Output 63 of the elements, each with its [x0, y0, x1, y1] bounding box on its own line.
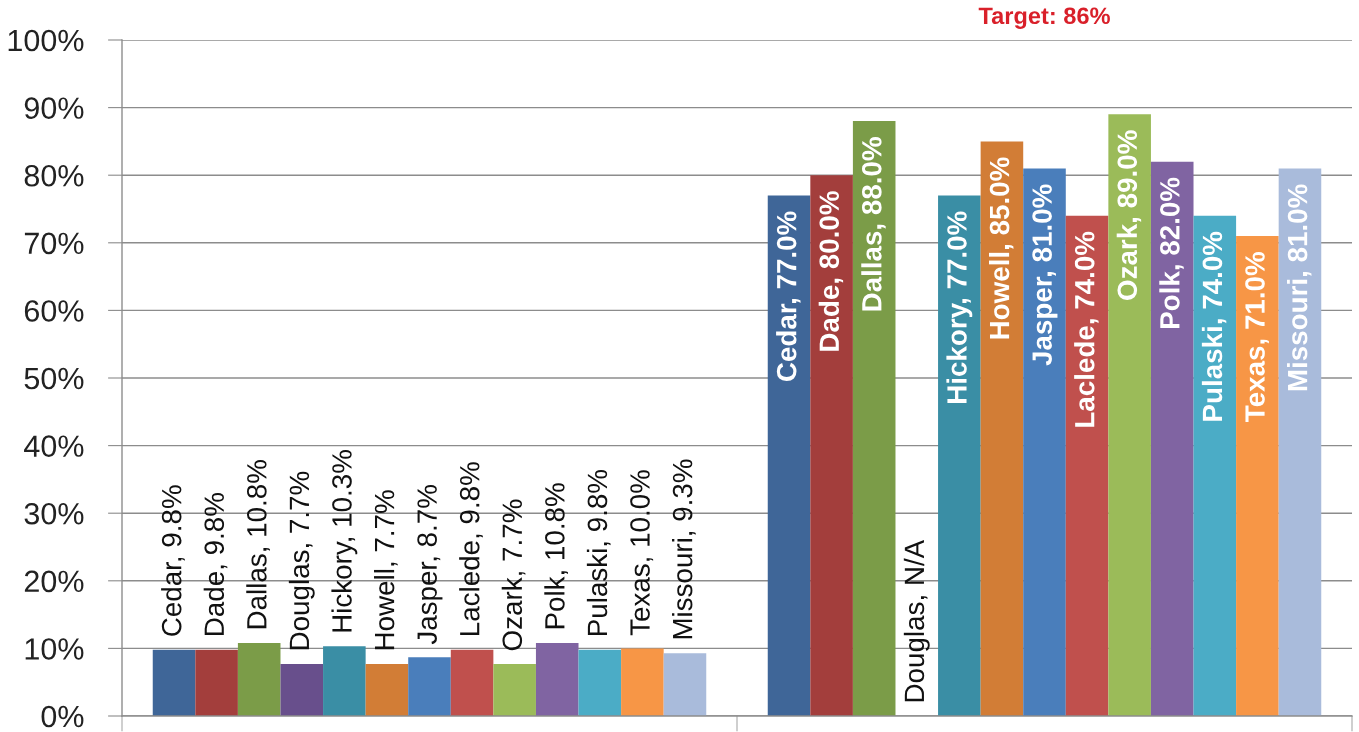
y-tick-label: 60%	[24, 300, 84, 322]
bar	[535, 642, 579, 716]
data-label: Ozark, 89.0%	[1116, 130, 1142, 300]
y-tick-label: 100%	[8, 29, 84, 52]
bar	[1065, 215, 1109, 716]
data-label: Douglas, 7.7%	[288, 471, 315, 650]
bar	[621, 648, 664, 716]
y-tick-label: 20%	[24, 570, 84, 593]
data-label: Cedar, 9.8%	[161, 485, 185, 636]
bar	[493, 663, 536, 716]
data-label: Polk, 10.8%	[544, 483, 568, 629]
data-label: Missouri, 81.0%	[1287, 184, 1312, 391]
text: Target: 86%	[978, 7, 1110, 29]
data-label: Texas, 10.0%	[630, 470, 654, 636]
bar	[237, 642, 281, 716]
y-tick-label: 10%	[25, 638, 84, 660]
bar	[1150, 161, 1194, 716]
bar	[365, 663, 409, 716]
y-tick-label: 90%	[24, 97, 84, 119]
data-label: Dallas, 10.8%	[246, 460, 270, 629]
data-label: Jasper, 8.7%	[417, 485, 443, 645]
data-label: Laclede, 74.0%	[1074, 231, 1099, 427]
bar	[1023, 168, 1066, 716]
text: Douglas, N/A	[903, 539, 930, 702]
bar	[663, 653, 707, 716]
data-label: Jasper, 81.0%	[1032, 184, 1058, 366]
data-label: Texas, 71.0%	[1245, 252, 1269, 422]
bar	[1236, 236, 1279, 716]
bar	[810, 175, 853, 716]
data-label: Hickory, 77.0%	[946, 211, 973, 403]
bar	[852, 121, 896, 716]
bar	[767, 195, 811, 716]
y-tick-label: 40%	[24, 435, 84, 457]
bar	[1278, 168, 1322, 716]
bar	[152, 649, 196, 716]
y-tick-label: 0%	[41, 705, 84, 728]
y-tick-label: 50%	[24, 367, 84, 390]
data-label: Pulaski, 9.8%	[586, 469, 611, 635]
data-label: Ozark, 7.7%	[501, 499, 526, 651]
data-label: Pulaski, 74.0%	[1201, 231, 1227, 421]
bar	[195, 649, 238, 716]
y-tick-label: 80%	[24, 164, 84, 187]
data-label: Missouri, 9.3%	[672, 459, 696, 639]
bar	[1108, 114, 1151, 716]
bar	[450, 649, 494, 716]
data-label: Cedar, 77.0%	[776, 211, 801, 382]
bar	[938, 195, 981, 716]
y-tick-label: 70%	[24, 232, 84, 255]
data-label: Dallas, 88.0%	[861, 137, 886, 311]
data-label: Howell, 85.0%	[988, 157, 1014, 339]
data-label: Polk, 82.0%	[1159, 177, 1184, 328]
data-label: Hickory, 10.3%	[331, 450, 358, 632]
data-label: Howell, 7.7%	[373, 490, 398, 650]
data-label: Dade, 80.0%	[818, 191, 844, 351]
bar	[1193, 215, 1237, 716]
bar	[323, 646, 366, 716]
data-label: Laclede, 9.8%	[459, 462, 483, 635]
data-label: Dade, 9.8%	[203, 493, 228, 635]
bar	[578, 649, 622, 716]
bar	[280, 663, 324, 716]
y-tick-label: 30%	[24, 502, 84, 525]
bar	[980, 141, 1024, 716]
bar	[408, 657, 451, 716]
